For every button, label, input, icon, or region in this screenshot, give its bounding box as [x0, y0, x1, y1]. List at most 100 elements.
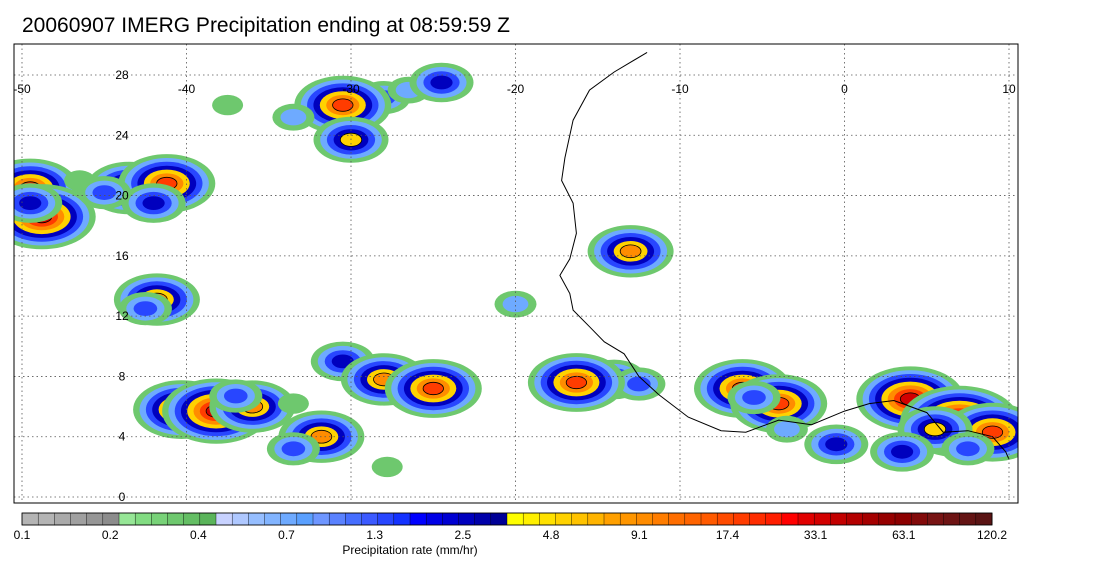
- colorbar-swatch: [603, 512, 621, 526]
- lat-tick-label: 8: [119, 369, 126, 383]
- precip-cell: [587, 225, 674, 278]
- colorbar-swatch: [587, 512, 605, 526]
- colorbar-swatch: [765, 512, 783, 526]
- coastline-layer: [559, 51, 1010, 460]
- colorbar-swatch: [652, 512, 670, 526]
- map-title: 20060907 IMERG Precipitation ending at 0…: [22, 14, 510, 37]
- lat-tick-label: 20: [115, 189, 129, 203]
- colorbar-tick-label: 4.8: [543, 528, 560, 542]
- colorbar-swatch: [959, 512, 977, 526]
- colorbar-swatch: [118, 512, 136, 526]
- precip-cell: [384, 359, 482, 418]
- colorbar-tick-label: 0.1: [14, 528, 31, 542]
- colorbar-swatch: [296, 512, 314, 526]
- lat-tick-label: 0: [119, 490, 126, 504]
- precip-cell: [121, 183, 186, 223]
- colorbar-swatch: [377, 512, 395, 526]
- colorbar-swatch: [894, 512, 912, 526]
- precip-cell: [527, 353, 625, 412]
- colorbar-swatch: [183, 512, 201, 526]
- lon-tick-label: -10: [671, 82, 689, 96]
- colorbar-swatch: [37, 512, 55, 526]
- precip-cell: [804, 424, 869, 465]
- precip-cell: [371, 456, 403, 478]
- colorbar-swatch: [102, 512, 120, 526]
- colorbar-swatch: [684, 512, 702, 526]
- colorbar-swatch: [943, 512, 961, 526]
- colorbar-swatch: [151, 512, 169, 526]
- lon-tick-label: -20: [507, 82, 525, 96]
- precip-cell: [266, 432, 320, 466]
- lat-tick-label: 12: [115, 309, 129, 323]
- map-frame: [13, 43, 1019, 504]
- colorbar-swatch: [975, 512, 993, 526]
- colorbar-swatch: [878, 512, 896, 526]
- precip-cell: [494, 290, 537, 318]
- colorbar-swatch: [700, 512, 718, 526]
- lon-tick-label: 0: [841, 82, 848, 96]
- lon-tick-label: -40: [178, 82, 196, 96]
- colorbar-swatch: [813, 512, 831, 526]
- precip-cell: [941, 432, 995, 466]
- colorbar-swatch: [393, 512, 411, 526]
- colorbar-swatch: [345, 512, 362, 526]
- colorbar-tick-label: 33.1: [804, 528, 828, 542]
- precip-cell: [209, 379, 263, 413]
- precip-cell: [727, 380, 781, 415]
- colorbar-swatch: [522, 512, 540, 526]
- lon-tick-label: -30: [342, 82, 360, 96]
- colorbar-tick-label: 120.2: [977, 528, 1007, 542]
- colorbar-swatch: [846, 512, 864, 526]
- colorbar-tick-label: 2.5: [455, 528, 472, 542]
- colorbar-swatch: [619, 512, 637, 526]
- colorbar-swatch: [361, 512, 379, 526]
- colorbar-swatch: [733, 512, 751, 526]
- precip-cell: [272, 103, 315, 131]
- colorbar-swatch: [862, 512, 880, 526]
- colorbar-swatch: [749, 512, 767, 526]
- colorbar-swatch: [312, 512, 330, 526]
- colorbar-swatch: [781, 512, 799, 526]
- colorbar-swatch: [21, 512, 39, 526]
- colorbar-swatch: [328, 512, 346, 526]
- coastline: [559, 51, 1010, 460]
- colorbar-swatch: [490, 512, 508, 526]
- colorbar-swatch: [830, 512, 848, 526]
- lat-tick-label: 16: [115, 249, 129, 263]
- colorbar: 0.1 0.2 0.4 0.7 1.3 2.5 4.8 9.1 17.4 33.1 63.1 120.…: [14, 512, 1007, 542]
- colorbar-swatch: [927, 512, 945, 526]
- graticule-labels: -50 -40 -30 -20 -10 0 10 0 4 8 12 16 20 24 28: [13, 68, 1016, 504]
- colorbar-swatch: [474, 512, 492, 526]
- colorbar-swatch: [458, 512, 476, 526]
- lon-tick-label: -50: [13, 82, 31, 96]
- lat-tick-label: 28: [115, 68, 129, 82]
- colorbar-swatch: [231, 512, 249, 526]
- colorbar-title: Precipitation rate (mm/hr): [342, 543, 477, 557]
- colorbar-tick-label: 9.1: [631, 528, 648, 542]
- colorbar-swatch: [668, 512, 686, 526]
- colorbar-swatch: [425, 512, 443, 526]
- colorbar-swatch: [70, 512, 88, 526]
- precip-cell: [277, 393, 309, 414]
- precip-cell: [870, 432, 935, 472]
- precipitation-layer: [14, 62, 1018, 478]
- colorbar-tick-label: 0.4: [190, 528, 207, 542]
- colorbar-swatch: [167, 512, 185, 526]
- colorbar-swatch: [555, 512, 573, 526]
- colorbar-swatch: [54, 512, 72, 526]
- colorbar-swatch: [571, 512, 589, 526]
- lon-tick-label: 10: [1002, 82, 1016, 96]
- precip-cell: [409, 62, 474, 103]
- colorbar-swatch: [506, 512, 524, 526]
- lat-tick-label: 4: [119, 430, 126, 444]
- colorbar-tick-label: 1.3: [366, 528, 383, 542]
- precip-cell: [118, 154, 216, 213]
- colorbar-swatch: [442, 512, 459, 526]
- colorbar-swatch: [199, 512, 217, 526]
- precip-cell: [765, 415, 808, 443]
- colorbar-swatch: [716, 512, 734, 526]
- colorbar-swatch: [280, 512, 298, 526]
- colorbar-tick-label: 0.7: [278, 528, 295, 542]
- colorbar-tick-label: 0.2: [102, 528, 119, 542]
